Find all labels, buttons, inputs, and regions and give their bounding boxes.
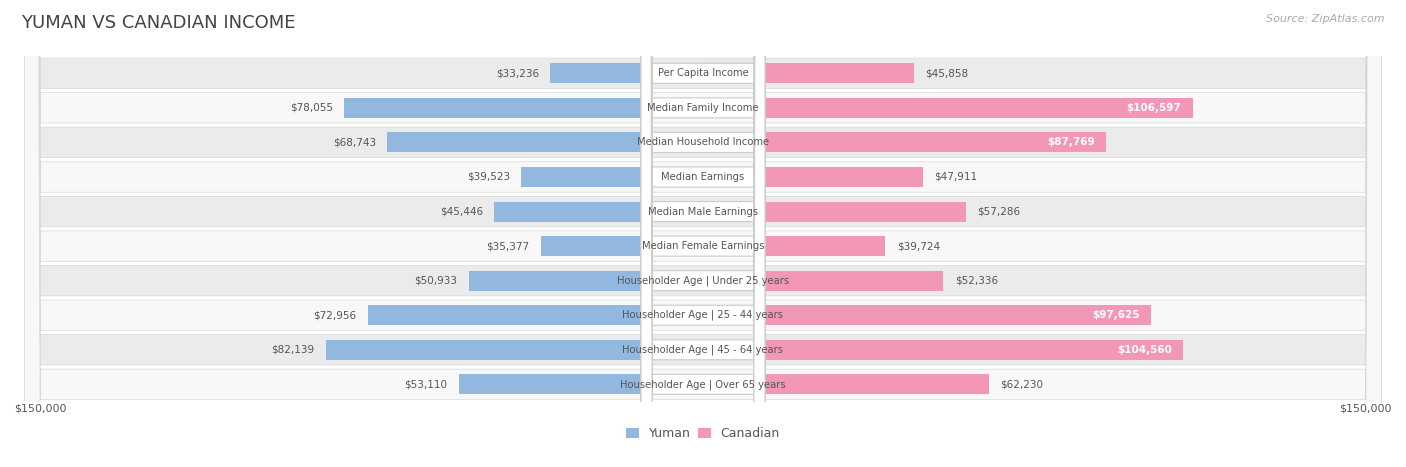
- Bar: [703, 202, 966, 221]
- Bar: [550, 64, 703, 83]
- Legend: Yuman, Canadian: Yuman, Canadian: [626, 427, 780, 440]
- FancyBboxPatch shape: [641, 0, 765, 467]
- FancyBboxPatch shape: [24, 0, 1382, 467]
- Text: $72,956: $72,956: [314, 310, 357, 320]
- Text: $52,336: $52,336: [955, 276, 998, 286]
- Text: $150,000: $150,000: [14, 403, 66, 414]
- FancyBboxPatch shape: [24, 0, 1382, 467]
- Text: $45,446: $45,446: [440, 206, 482, 217]
- FancyBboxPatch shape: [641, 0, 765, 467]
- Text: $87,769: $87,769: [1047, 137, 1095, 148]
- FancyBboxPatch shape: [24, 0, 1382, 467]
- Text: $47,911: $47,911: [935, 172, 977, 182]
- Text: Median Female Earnings: Median Female Earnings: [641, 241, 765, 251]
- Bar: [522, 167, 703, 187]
- FancyBboxPatch shape: [24, 0, 1382, 467]
- Text: $62,230: $62,230: [1000, 379, 1043, 389]
- Text: $45,858: $45,858: [925, 68, 969, 78]
- FancyBboxPatch shape: [641, 0, 765, 467]
- Text: $104,560: $104,560: [1116, 345, 1171, 355]
- FancyBboxPatch shape: [24, 0, 1382, 467]
- Text: $33,236: $33,236: [496, 68, 538, 78]
- Bar: [703, 167, 924, 187]
- FancyBboxPatch shape: [24, 0, 1382, 467]
- Text: $106,597: $106,597: [1126, 103, 1181, 113]
- Text: $57,286: $57,286: [977, 206, 1021, 217]
- Bar: [703, 340, 1184, 360]
- Text: Source: ZipAtlas.com: Source: ZipAtlas.com: [1267, 14, 1385, 24]
- Text: $68,743: $68,743: [333, 137, 375, 148]
- Text: Median Earnings: Median Earnings: [661, 172, 745, 182]
- Bar: [703, 236, 886, 256]
- Bar: [703, 375, 988, 394]
- Text: $53,110: $53,110: [405, 379, 447, 389]
- Bar: [703, 133, 1107, 152]
- Bar: [387, 133, 703, 152]
- Text: $39,724: $39,724: [897, 241, 941, 251]
- Bar: [344, 98, 703, 118]
- FancyBboxPatch shape: [24, 0, 1382, 467]
- FancyBboxPatch shape: [641, 0, 765, 467]
- Text: $78,055: $78,055: [290, 103, 333, 113]
- Text: $39,523: $39,523: [467, 172, 510, 182]
- Text: Householder Age | Under 25 years: Householder Age | Under 25 years: [617, 276, 789, 286]
- Bar: [495, 202, 703, 221]
- FancyBboxPatch shape: [641, 0, 765, 467]
- FancyBboxPatch shape: [641, 0, 765, 467]
- Bar: [326, 340, 703, 360]
- FancyBboxPatch shape: [641, 0, 765, 467]
- Text: Median Male Earnings: Median Male Earnings: [648, 206, 758, 217]
- Text: $97,625: $97,625: [1092, 310, 1140, 320]
- Text: Median Family Income: Median Family Income: [647, 103, 759, 113]
- Bar: [703, 98, 1192, 118]
- FancyBboxPatch shape: [24, 0, 1382, 467]
- Text: Median Household Income: Median Household Income: [637, 137, 769, 148]
- Text: Householder Age | 45 - 64 years: Householder Age | 45 - 64 years: [623, 345, 783, 355]
- FancyBboxPatch shape: [24, 0, 1382, 467]
- Text: Householder Age | 25 - 44 years: Householder Age | 25 - 44 years: [623, 310, 783, 320]
- Bar: [540, 236, 703, 256]
- Bar: [368, 305, 703, 325]
- Text: Per Capita Income: Per Capita Income: [658, 68, 748, 78]
- FancyBboxPatch shape: [641, 0, 765, 467]
- Bar: [470, 271, 703, 290]
- Bar: [460, 375, 703, 394]
- Text: $35,377: $35,377: [486, 241, 529, 251]
- FancyBboxPatch shape: [24, 0, 1382, 467]
- FancyBboxPatch shape: [641, 0, 765, 467]
- Text: $150,000: $150,000: [1340, 403, 1392, 414]
- Bar: [703, 271, 943, 290]
- Text: $50,933: $50,933: [415, 276, 457, 286]
- Text: $82,139: $82,139: [271, 345, 315, 355]
- Bar: [703, 64, 914, 83]
- Text: YUMAN VS CANADIAN INCOME: YUMAN VS CANADIAN INCOME: [21, 14, 295, 32]
- Text: Householder Age | Over 65 years: Householder Age | Over 65 years: [620, 379, 786, 389]
- Bar: [703, 305, 1152, 325]
- FancyBboxPatch shape: [641, 0, 765, 467]
